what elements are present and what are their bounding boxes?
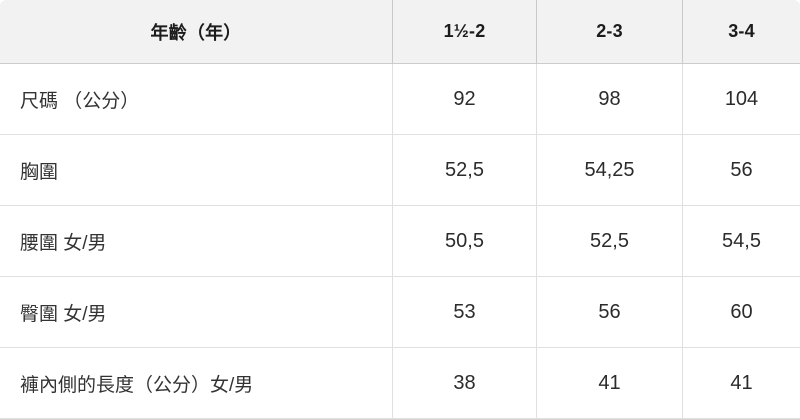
row-label: 褲內側的長度（公分）女/男 — [0, 348, 393, 419]
cell-value: 52,5 — [393, 135, 537, 206]
cell-value: 60 — [683, 277, 800, 348]
cell-value: 56 — [537, 277, 683, 348]
header-cell-size-1: 1½-2 — [393, 0, 537, 64]
table-row-size-cm: 尺碼 （公分） 92 98 104 — [0, 64, 800, 135]
cell-value: 52,5 — [537, 206, 683, 277]
row-label: 尺碼 （公分） — [0, 64, 393, 135]
cell-value: 92 — [393, 64, 537, 135]
cell-value: 98 — [537, 64, 683, 135]
table-row-hip: 臀圍 女/男 53 56 60 — [0, 277, 800, 348]
table-row-inseam: 褲內側的長度（公分）女/男 38 41 41 — [0, 348, 800, 419]
cell-value: 104 — [683, 64, 800, 135]
cell-value: 54,25 — [537, 135, 683, 206]
header-cell-size-2: 2-3 — [537, 0, 683, 64]
cell-value: 50,5 — [393, 206, 537, 277]
row-label: 臀圍 女/男 — [0, 277, 393, 348]
header-cell-size-3: 3-4 — [683, 0, 800, 64]
row-label: 腰圍 女/男 — [0, 206, 393, 277]
cell-value: 38 — [393, 348, 537, 419]
table-row-waist: 腰圍 女/男 50,5 52,5 54,5 — [0, 206, 800, 277]
cell-value: 56 — [683, 135, 800, 206]
table-row-chest: 胸圍 52,5 54,25 56 — [0, 135, 800, 206]
cell-value: 41 — [683, 348, 800, 419]
cell-value: 41 — [537, 348, 683, 419]
header-row: 年齡（年） 1½-2 2-3 3-4 — [0, 0, 800, 64]
row-label: 胸圍 — [0, 135, 393, 206]
header-cell-age: 年齡（年） — [0, 0, 393, 64]
cell-value: 54,5 — [683, 206, 800, 277]
cell-value: 53 — [393, 277, 537, 348]
